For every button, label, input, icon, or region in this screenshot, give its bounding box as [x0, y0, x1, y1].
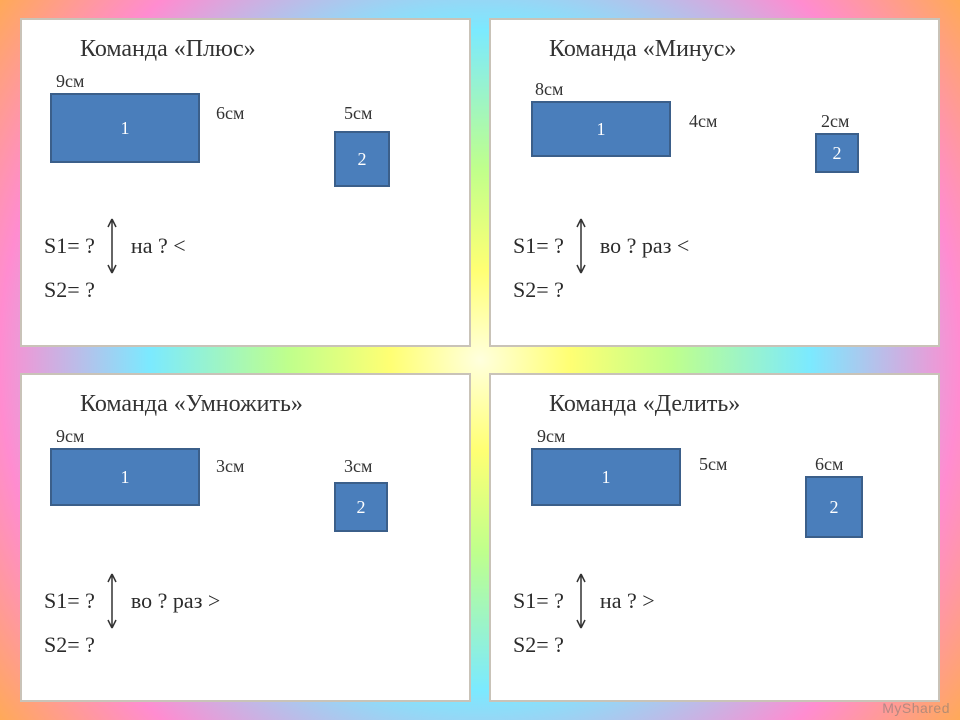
rect-2: 2	[334, 482, 388, 532]
rect-2: 2	[334, 131, 390, 187]
up-down-arrow-icon	[574, 572, 590, 630]
card-divide: Команда «Делить» 9см 1 5см 6см 2 S1= ?	[489, 373, 940, 702]
slide-background: Команда «Плюс» 9см 1 6см 5см 2 S1= ?	[0, 0, 960, 720]
card-plus: Команда «Плюс» 9см 1 6см 5см 2 S1= ?	[20, 18, 471, 347]
dim-right: 3см	[344, 456, 372, 477]
diagram: 9см 1 5см 6см 2	[513, 426, 920, 566]
dim-top: 9см	[537, 426, 565, 447]
rect-1-label: 1	[121, 118, 130, 139]
card-title: Команда «Минус»	[549, 36, 920, 63]
card-title: Команда «Делить»	[549, 391, 920, 418]
comparison-label: на ? <	[131, 229, 186, 263]
rect-2: 2	[815, 133, 859, 173]
rect-2-label: 2	[833, 143, 842, 164]
formulas: S1= ? на ? < S2= ?	[44, 217, 451, 307]
comparison-label: во ? раз <	[600, 229, 689, 263]
rect-2: 2	[805, 476, 863, 538]
diagram: 9см 1 3см 3см 2	[44, 426, 451, 566]
rect-2-label: 2	[830, 497, 839, 518]
rect-2-label: 2	[358, 149, 367, 170]
formulas: S1= ? во ? раз > S2= ?	[44, 572, 451, 662]
s1-label: S1= ?	[513, 229, 564, 263]
rect-1: 1	[531, 448, 681, 506]
card-minus: Команда «Минус» 8см 1 4см 2см 2 S1= ?	[489, 18, 940, 347]
dim-right: 2см	[821, 111, 849, 132]
dim-right: 6см	[815, 454, 843, 475]
formulas: S1= ? во ? раз < S2= ?	[513, 217, 920, 307]
dim-top: 9см	[56, 426, 84, 447]
diagram: 8см 1 4см 2см 2	[513, 71, 920, 211]
card-grid: Команда «Плюс» 9см 1 6см 5см 2 S1= ?	[20, 18, 940, 702]
formulas: S1= ? на ? > S2= ?	[513, 572, 920, 662]
dim-right: 5см	[344, 103, 372, 124]
s2-label: S2= ?	[513, 273, 564, 307]
s1-label: S1= ?	[44, 584, 95, 618]
rect-2-label: 2	[357, 497, 366, 518]
dim-mid: 5см	[699, 454, 727, 475]
rect-1: 1	[50, 448, 200, 506]
comparison-label: на ? >	[600, 584, 655, 618]
up-down-arrow-icon	[105, 217, 121, 275]
rect-1-label: 1	[121, 467, 130, 488]
dim-top: 9см	[56, 71, 84, 92]
rect-1: 1	[50, 93, 200, 163]
s1-label: S1= ?	[44, 229, 95, 263]
up-down-arrow-icon	[574, 217, 590, 275]
diagram: 9см 1 6см 5см 2	[44, 71, 451, 211]
s2-label: S2= ?	[44, 273, 95, 307]
rect-1-label: 1	[602, 467, 611, 488]
up-down-arrow-icon	[105, 572, 121, 630]
dim-mid: 6см	[216, 103, 244, 124]
rect-1-label: 1	[597, 119, 606, 140]
s2-label: S2= ?	[513, 628, 564, 662]
watermark: MyShared	[882, 700, 950, 716]
card-title: Команда «Плюс»	[80, 36, 451, 63]
dim-top: 8см	[535, 79, 563, 100]
comparison-label: во ? раз >	[131, 584, 220, 618]
s1-label: S1= ?	[513, 584, 564, 618]
rect-1: 1	[531, 101, 671, 157]
card-title: Команда «Умножить»	[80, 391, 451, 418]
card-multiply: Команда «Умножить» 9см 1 3см 3см 2 S1= ?	[20, 373, 471, 702]
dim-mid: 3см	[216, 456, 244, 477]
dim-mid: 4см	[689, 111, 717, 132]
s2-label: S2= ?	[44, 628, 95, 662]
